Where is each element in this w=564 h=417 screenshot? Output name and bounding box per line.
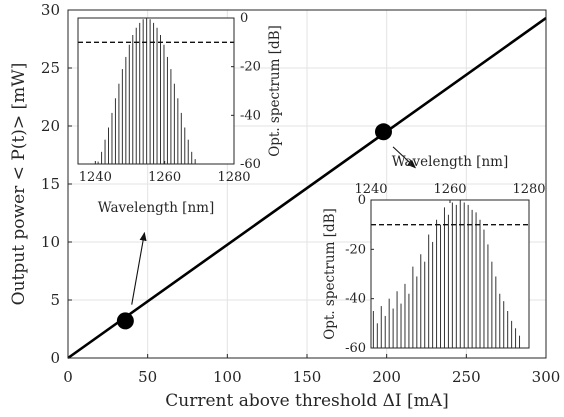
main-y-tick-label: 25 — [41, 59, 60, 77]
main-y-tick-label: 0 — [50, 349, 60, 367]
main-x-tick-label: 50 — [138, 368, 157, 386]
main-x-tick-label: 0 — [63, 368, 73, 386]
inset2-x-ticks: 1240 1260 1280 — [354, 182, 546, 203]
inset1-y-tick-label: -40 — [240, 108, 261, 123]
inset2-y-tick-label: 0 — [358, 193, 366, 208]
inset1-y-tick-label: 0 — [240, 11, 248, 26]
main-y-axis-label: Output power < P(t)> [mW] — [9, 63, 29, 306]
main-x-axis-label: Current above threshold ΔI [mA] — [165, 391, 448, 411]
main-x-tick-label: 100 — [213, 368, 242, 386]
main-series-line — [67, 17, 547, 360]
inset2-y-ticks: 0 -20 -40 -60 — [345, 193, 374, 356]
inset1-frame — [77, 17, 235, 165]
inset2-x-tick-label: 1260 — [433, 182, 466, 197]
main-y-ticks: 0 5 10 15 20 25 30 — [41, 1, 72, 367]
main-arrow — [131, 231, 147, 305]
main-arrows — [131, 146, 416, 305]
inset2-y-tick-label: -60 — [345, 341, 366, 356]
main-marker-point — [116, 312, 134, 330]
main-x-tick-label: 200 — [372, 368, 401, 386]
inset1-x-tick-label: 1260 — [148, 170, 181, 185]
inset1-y-tick-label: -20 — [240, 60, 261, 75]
inset2-y-tick-label: -20 — [345, 242, 366, 257]
inset1-x-tick-label: 1240 — [79, 170, 112, 185]
inset1-x-ticks: 1240 1260 1280 — [79, 161, 251, 185]
inset1-x-axis-label: Wavelength [nm] — [98, 200, 214, 216]
inset1-y-ticks: 0 -20 -40 -60 — [231, 11, 261, 172]
main-marker-point — [374, 123, 392, 141]
main-x-tick-label: 150 — [293, 368, 322, 386]
main-y-tick-label: 15 — [41, 175, 60, 193]
inset-bottom-right: 1240 1260 1280 0-20-40-60 Wavelength [nm] … — [322, 154, 546, 356]
main-x-tick-label: 250 — [452, 368, 481, 386]
main-y-tick-label: 10 — [41, 233, 60, 251]
inset1-y-axis-label: Opt. spectrum [dB] — [267, 25, 283, 157]
inset2-y-tick-label: -40 — [345, 292, 366, 307]
main-series — [67, 17, 547, 360]
main-y-tick-label: 5 — [50, 291, 60, 309]
inset2-x-tick-label: 1240 — [354, 182, 387, 197]
inset2-x-tick-label: 1280 — [512, 182, 545, 197]
inset1-background — [78, 18, 234, 164]
main-arrow — [392, 146, 416, 169]
inset2-x-axis-label: Wavelength [nm] — [392, 154, 508, 170]
main-y-tick-label: 30 — [41, 1, 60, 19]
inset1-x-tick-label: 1280 — [217, 170, 250, 185]
inset2-y-axis-label: Opt. spectrum [dB] — [322, 208, 338, 340]
inset2-background — [371, 200, 529, 348]
main-x-tick-label: 300 — [532, 368, 561, 386]
inset1-y-tick-label: -60 — [240, 157, 261, 172]
main-markers — [116, 123, 392, 330]
inset-top-left: 1240 1260 1280 0-20-40-60 Wavelength [nm] … — [77, 11, 283, 216]
main-y-tick-label: 20 — [41, 117, 60, 135]
inset2-bars — [372, 200, 521, 348]
main-x-ticks: 0 50 100 150 200 250 300 — [63, 354, 560, 386]
